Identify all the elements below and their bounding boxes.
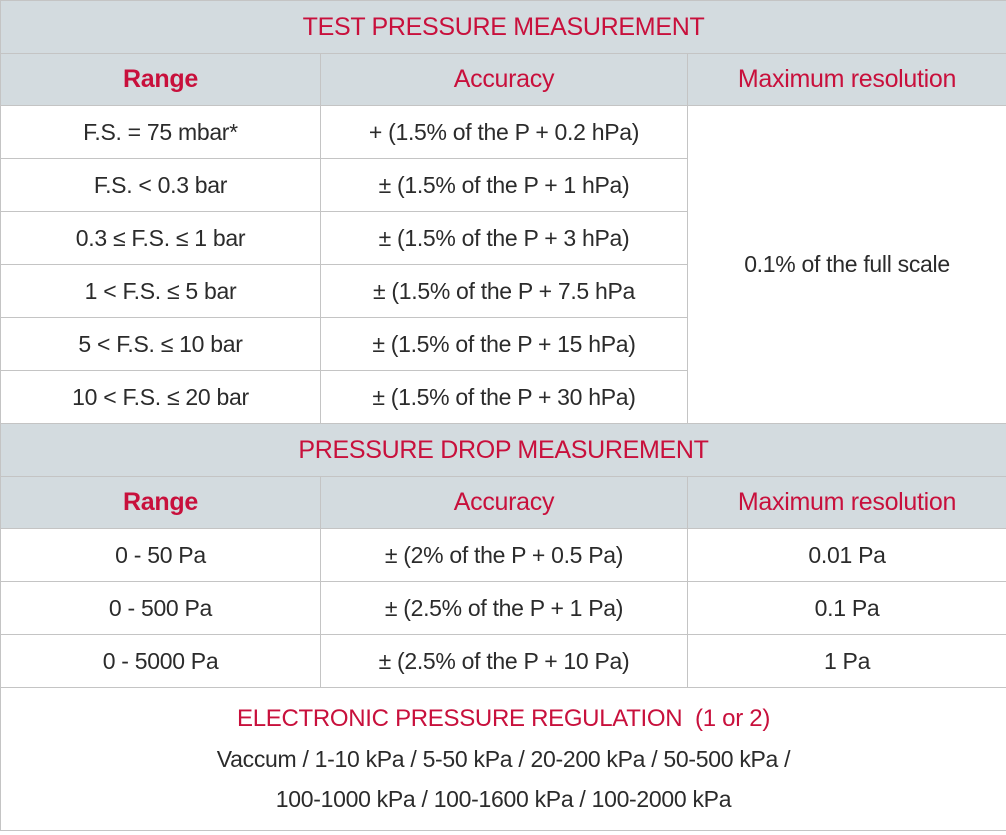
cell: 10 < F.S. ≤ 20 bar bbox=[0, 370, 321, 424]
section-row: PRESSURE DROP MEASUREMENT bbox=[0, 423, 1006, 477]
cell: 0 - 500 Pa bbox=[0, 581, 321, 635]
cell: 0.01 Pa bbox=[686, 528, 1006, 582]
cell: 1 < F.S. ≤ 5 bar bbox=[0, 264, 321, 318]
header-row: Range Accuracy Maximum resolution bbox=[0, 53, 1006, 106]
cell: F.S. < 0.3 bar bbox=[0, 158, 321, 212]
column-header: Accuracy bbox=[320, 53, 688, 106]
data-row: F.S. = 75 mbar* + (1.5% of the P + 0.2 hP… bbox=[0, 105, 1006, 424]
cell: ± (2% of the P + 0.5 Pa) bbox=[320, 528, 688, 582]
cell: ± (1.5% of the P + 1 hPa) bbox=[320, 158, 688, 212]
column-header: Maximum resolution bbox=[686, 476, 1006, 529]
data-row: F.S. < 0.3 bar ± (1.5% of the P + 1 hPa) bbox=[0, 158, 1006, 212]
footer-line: Vaccum / 1-10 kPa / 5-50 kPa / 20-200 kP… bbox=[216, 746, 791, 772]
footer-title: ELECTRONIC PRESSURE REGULATION (1 or 2) bbox=[237, 705, 771, 732]
cell: ± (1.5% of the P + 15 hPa) bbox=[320, 317, 688, 371]
section-title: PRESSURE DROP MEASUREMENT bbox=[0, 423, 1006, 477]
footer-line: 100-1000 kPa / 100-1600 kPa / 100-2000 k… bbox=[275, 786, 732, 812]
column-header: Accuracy bbox=[320, 476, 688, 529]
cell: + (1.5% of the P + 0.2 hPa) bbox=[320, 105, 688, 159]
resolution-cell: 0.1% of the full scale bbox=[686, 105, 1006, 424]
footer-row: ELECTRONIC PRESSURE REGULATION (1 or 2) V… bbox=[0, 687, 1006, 831]
column-header: Maximum resolution bbox=[686, 53, 1006, 106]
data-row: 0 - 5000 Pa ± (2.5% of the P + 10 Pa) 1 Pa bbox=[0, 634, 1006, 688]
cell: 1 Pa bbox=[686, 634, 1006, 688]
cell: 0 - 5000 Pa bbox=[0, 634, 321, 688]
footer-cell: ELECTRONIC PRESSURE REGULATION (1 or 2) V… bbox=[0, 687, 1006, 831]
column-header: Range bbox=[0, 53, 321, 106]
cell: ± (1.5% of the P + 7.5 hPa bbox=[320, 264, 688, 318]
section-title: TEST PRESSURE MEASUREMENT bbox=[0, 0, 1006, 54]
header-row: Range Accuracy Maximum resolution bbox=[0, 476, 1006, 529]
cell: 0 - 50 Pa bbox=[0, 528, 321, 582]
cell: 0.3 ≤ F.S. ≤ 1 bar bbox=[0, 211, 321, 265]
data-row: 0 - 50 Pa ± (2% of the P + 0.5 Pa) 0.01 Pa bbox=[0, 528, 1006, 582]
cell: ± (1.5% of the P + 3 hPa) bbox=[320, 211, 688, 265]
cell: ± (2.5% of the P + 10 Pa) bbox=[320, 634, 688, 688]
cell: ± (2.5% of the P + 1 Pa) bbox=[320, 581, 688, 635]
cell: ± (1.5% of the P + 30 hPa) bbox=[320, 370, 688, 424]
data-row: 10 < F.S. ≤ 20 bar ± (1.5% of the P + 30 … bbox=[0, 370, 1006, 424]
cell: F.S. = 75 mbar* bbox=[0, 105, 321, 159]
column-header: Range bbox=[0, 476, 321, 529]
cell: 5 < F.S. ≤ 10 bar bbox=[0, 317, 321, 371]
data-row: 0 - 500 Pa ± (2.5% of the P + 1 Pa) 0.1 Pa bbox=[0, 581, 1006, 635]
cell: 0.1 Pa bbox=[686, 581, 1006, 635]
section-row: TEST PRESSURE MEASUREMENT bbox=[0, 0, 1006, 54]
data-row: 1 < F.S. ≤ 5 bar ± (1.5% of the P + 7.5 h… bbox=[0, 264, 1006, 318]
